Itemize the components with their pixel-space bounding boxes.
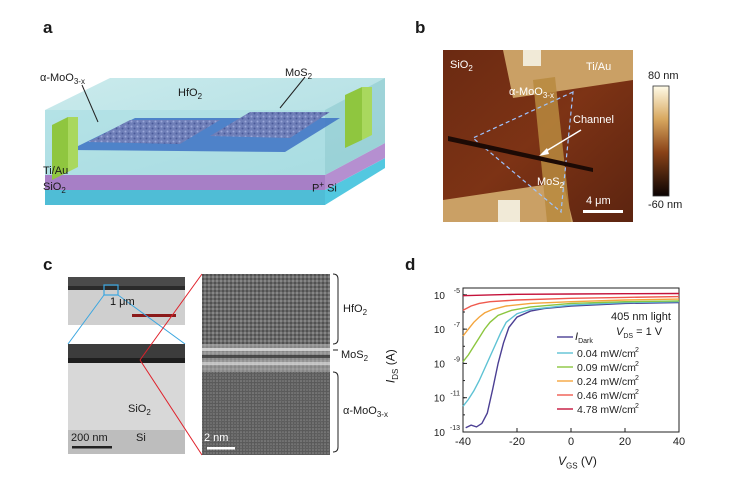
y-tick-label: 10 <box>434 359 446 370</box>
legend-dark-label: IDark <box>575 331 593 346</box>
legend-label-sup: 2 <box>635 389 639 396</box>
chart-annotation-light: 405 nm light <box>611 311 671 323</box>
afm-image <box>443 50 633 222</box>
panel-letter-c: c <box>43 255 53 274</box>
plot-frame <box>462 287 680 433</box>
moo3-flake <box>533 77 571 222</box>
label-p-si: P+ Si <box>312 180 337 195</box>
afm-label-tiau: Ti/Au <box>586 61 612 73</box>
transfer-curve-chart: -40 -20 0 20 40 10 -5 10 -7 10 -9 10 -11 10 -13 0.04 m… <box>434 287 685 448</box>
afm-label-moo3: α-MoO3-x <box>509 86 554 101</box>
series-line-3 <box>462 298 680 337</box>
label-moo3: α-MoO3-x <box>40 72 85 87</box>
afm-label-sio2: SiO2 <box>450 59 473 74</box>
y-tick-exponent: -13 <box>450 425 460 432</box>
legend-label: 0.46 mW/cm <box>577 390 636 402</box>
y-tick-label: 10 <box>434 291 446 302</box>
label-hfo2: HfO2 <box>178 87 203 102</box>
tem-scale-2nm: 2 nm <box>204 432 229 444</box>
mos2-lattice <box>210 112 330 138</box>
series-line-1 <box>462 301 680 407</box>
label-mos2: MoS2 <box>285 67 313 82</box>
tem-images <box>67 273 339 456</box>
legend-label: 0.04 mW/cm <box>577 348 636 360</box>
channel-line <box>448 136 593 172</box>
tem-label-mos2: MoS2 <box>341 349 369 364</box>
legend-label-sup: 2 <box>635 375 639 382</box>
legend-label: 0.09 mW/cm <box>577 362 636 374</box>
series-line-5 <box>462 292 680 297</box>
y-tick-exponent: -5 <box>454 288 460 295</box>
legend-label-sup: 2 <box>635 347 639 354</box>
afm-label-channel: Channel <box>573 114 614 126</box>
label-sio2: SiO2 <box>43 181 66 196</box>
legend-label-sup: 2 <box>635 403 639 410</box>
y-tick-exponent: -11 <box>450 391 460 398</box>
legend-label: 0.24 mW/cm <box>577 376 636 388</box>
y-tick-label: 10 <box>434 325 446 336</box>
y-tick-exponent: -9 <box>454 356 460 363</box>
x-tick-label: 20 <box>619 436 631 448</box>
afm-scale-label: 4 μm <box>586 195 611 207</box>
electrode-left <box>52 117 68 180</box>
afm-label-mos2: MoS2 <box>537 176 565 191</box>
electrode-right <box>345 87 362 148</box>
legend-label: 4.78 mW/cm <box>577 404 636 416</box>
panel-letter-b: b <box>415 18 426 37</box>
tem-label-si: Si <box>136 432 146 444</box>
afm-colorbar <box>652 85 670 197</box>
tem-scale-200nm: 200 nm <box>71 432 108 444</box>
tem-label-sio2: SiO2 <box>128 403 151 418</box>
moo3-lattice <box>88 120 220 144</box>
y-tick-exponent: -7 <box>454 322 460 329</box>
tem-scale-1um: 1 μm <box>110 296 135 308</box>
x-tick-label: 0 <box>568 436 574 448</box>
panel-letter-a: a <box>43 18 53 37</box>
device-schematic <box>45 76 385 205</box>
colorbar-max: 80 nm <box>648 70 679 82</box>
y-tick-label: 10 <box>434 428 446 439</box>
tem-label-hfo2: HfO2 <box>343 303 368 318</box>
label-tiau: Ti/Au <box>43 165 69 177</box>
chart-ylabel: IDS (A) <box>383 349 401 384</box>
series-line-2 <box>462 300 680 363</box>
tem-label-moo3: α-MoO3-x <box>343 405 388 420</box>
colorbar-min: -60 nm <box>648 199 683 211</box>
y-tick-label: 10 <box>434 394 446 405</box>
legend-label-sup: 2 <box>635 361 639 368</box>
chart-xlabel: VGS (V) <box>558 454 597 471</box>
x-tick-label: -20 <box>509 436 525 448</box>
chart-annotation-vds: VDS = 1 V <box>616 326 663 341</box>
x-tick-label: -40 <box>455 436 471 448</box>
panel-letter-d: d <box>405 255 416 274</box>
series-line-0 <box>465 301 680 429</box>
series-line-4 <box>462 295 680 311</box>
x-tick-label: 40 <box>673 436 685 448</box>
